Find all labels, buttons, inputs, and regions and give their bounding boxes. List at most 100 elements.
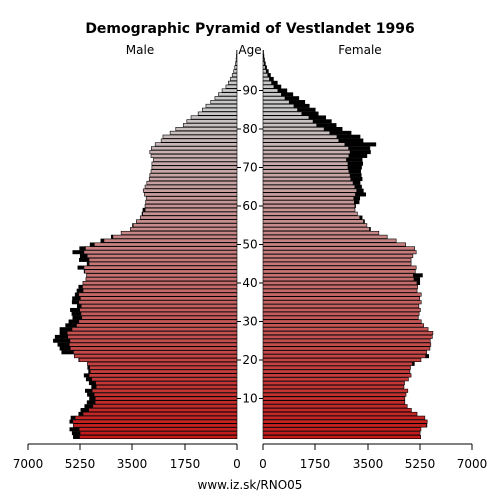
female-bar	[262, 223, 368, 228]
female-excess-bar	[264, 65, 267, 70]
female-excess-bar	[348, 153, 368, 158]
female-bar	[262, 365, 411, 370]
female-excess-bar	[271, 80, 278, 85]
female-bar	[262, 357, 422, 362]
male-bar	[234, 65, 238, 70]
male-bar	[95, 381, 238, 386]
female-excess-bar	[293, 103, 310, 108]
chart-title: Demographic Pyramid of Vestlandet 1996	[85, 21, 414, 37]
male-bar	[228, 80, 238, 85]
female-x-ticks: 0 1750 3500 5250 7000	[259, 444, 487, 471]
female-bar	[262, 153, 350, 158]
male-bar	[73, 423, 238, 428]
male-excess-bar	[80, 408, 89, 413]
male-bar	[92, 404, 238, 409]
male-bar	[78, 357, 238, 362]
male-excess-bar	[71, 300, 80, 305]
female-bar	[262, 150, 351, 155]
female-label: Female	[338, 43, 381, 57]
female-bar	[262, 103, 295, 108]
female-bar	[262, 273, 414, 278]
female-excess-bar	[413, 277, 421, 282]
female-bar	[262, 311, 420, 316]
female-excess-bar	[297, 107, 316, 112]
male-bar	[145, 200, 238, 205]
female-excess-bar	[354, 204, 356, 209]
female-excess-bar	[273, 84, 282, 89]
female-bar	[262, 130, 331, 135]
male-bar	[149, 150, 238, 155]
male-bar	[160, 138, 238, 143]
female-excess-bar	[413, 273, 423, 278]
female-excess-bar	[352, 180, 361, 185]
male-excess-bar	[68, 319, 80, 324]
male-bar	[175, 127, 238, 132]
male-bar	[186, 119, 238, 124]
female-bar	[262, 411, 418, 416]
female-excess-bar	[353, 196, 361, 201]
male-bar	[95, 384, 238, 389]
x-tick-label: 5250	[65, 457, 96, 471]
male-bar	[69, 338, 238, 343]
male-bar	[150, 153, 238, 158]
female-bar	[262, 242, 407, 247]
female-bar	[262, 238, 397, 243]
female-bar	[262, 211, 358, 216]
female-bar	[262, 192, 356, 197]
male-bar	[80, 304, 238, 309]
female-bar	[262, 304, 420, 309]
female-bar	[262, 277, 415, 282]
female-bar	[262, 369, 411, 374]
female-bar	[262, 434, 421, 439]
male-excess-bar	[70, 415, 76, 420]
male-bar	[82, 284, 238, 289]
male-excess-bar	[72, 296, 81, 301]
male-excess-bar	[59, 346, 71, 351]
male-bar	[78, 427, 238, 432]
male-bar	[82, 288, 238, 293]
male-x-ticks: 7000 5250 3500 1750 0	[13, 444, 241, 471]
male-excess-bar	[86, 400, 96, 405]
male-bar	[230, 76, 238, 81]
male-excess-bar	[78, 411, 84, 416]
female-excess-bar	[301, 111, 319, 116]
male-bar	[88, 257, 238, 262]
female-bar	[262, 331, 434, 336]
female-bar	[262, 92, 282, 97]
male-excess-bar	[59, 331, 68, 336]
female-excess-bar	[359, 215, 363, 220]
female-excess-bar	[363, 219, 365, 224]
female-bar	[262, 261, 412, 266]
male-bar	[78, 319, 238, 324]
female-bar	[262, 334, 433, 339]
male-bar	[103, 238, 238, 243]
male-excess-bar	[85, 377, 92, 382]
male-excess-bar	[141, 211, 143, 216]
male-bar	[151, 146, 238, 151]
female-excess-bar	[348, 146, 371, 151]
female-bar	[262, 111, 303, 116]
female-excess-bar	[288, 100, 306, 105]
female-bar	[262, 284, 418, 289]
age-axis: 10 20 30 40 50 60 70 80 90	[237, 84, 263, 406]
male-bar	[132, 223, 238, 228]
female-excess-bar	[369, 227, 371, 232]
female-bar	[262, 315, 419, 320]
female-excess-bar	[344, 142, 377, 147]
female-bar	[262, 373, 412, 378]
male-bar	[154, 142, 238, 147]
female-bar	[262, 361, 413, 366]
female-bar	[262, 65, 266, 70]
female-bar	[262, 419, 428, 424]
male-bar	[88, 261, 238, 266]
female-bar	[262, 80, 272, 85]
male-excess-bar	[79, 246, 86, 251]
male-bar	[94, 400, 238, 405]
male-excess-bar	[85, 388, 93, 393]
female-bar	[262, 230, 380, 235]
male-bar	[73, 350, 238, 355]
female-excess-bar	[264, 61, 266, 66]
x-tick-label: 1750	[300, 457, 331, 471]
female-bar	[262, 115, 310, 120]
male-bar	[78, 300, 238, 305]
